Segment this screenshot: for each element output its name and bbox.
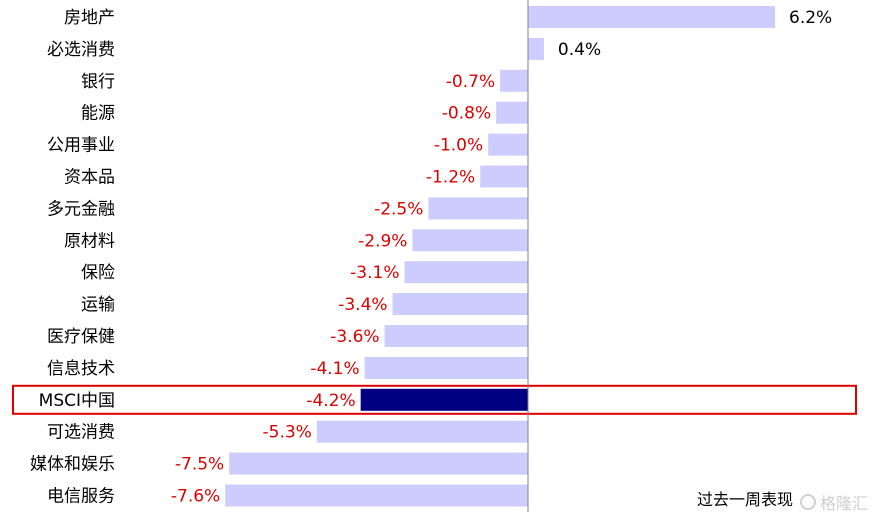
watermark-logo-icon bbox=[800, 494, 816, 510]
value-label: -3.1% bbox=[350, 263, 399, 283]
bar-4 bbox=[488, 133, 528, 156]
bar-2 bbox=[500, 69, 528, 92]
bar-7 bbox=[412, 229, 528, 252]
category-label: 电信服务 bbox=[47, 487, 115, 507]
chart-note: 过去一周表现 bbox=[697, 490, 794, 509]
category-label: 信息技术 bbox=[47, 359, 115, 379]
value-label: -3.6% bbox=[330, 327, 379, 347]
bar-15 bbox=[225, 484, 528, 507]
value-label: -0.7% bbox=[446, 72, 495, 92]
category-label: MSCI中国 bbox=[39, 391, 115, 411]
value-label: -5.3% bbox=[263, 423, 312, 443]
category-label: 运输 bbox=[81, 295, 115, 315]
value-label: -1.0% bbox=[434, 136, 483, 156]
bar-11 bbox=[364, 356, 528, 379]
bar-14 bbox=[229, 452, 529, 475]
category-label: 公用事业 bbox=[47, 136, 115, 156]
category-label: 资本品 bbox=[64, 168, 115, 188]
bar-10 bbox=[384, 325, 528, 347]
bar-6 bbox=[428, 197, 528, 220]
watermark-text: 格隆汇 bbox=[820, 494, 869, 513]
value-label: -1.2% bbox=[426, 168, 475, 188]
category-label: 必选消费 bbox=[47, 40, 115, 60]
bar-9 bbox=[392, 293, 528, 316]
value-label: -0.8% bbox=[442, 104, 491, 124]
value-label: 6.2% bbox=[789, 8, 832, 28]
bar-12 bbox=[360, 388, 528, 411]
bar-1 bbox=[528, 37, 544, 60]
value-label: -7.5% bbox=[175, 455, 224, 475]
highlight-box bbox=[12, 384, 857, 415]
value-label: -2.5% bbox=[374, 199, 423, 219]
bar-5 bbox=[480, 165, 528, 188]
value-label: 0.4% bbox=[558, 40, 601, 60]
value-label: -3.4% bbox=[338, 295, 387, 315]
bar-3 bbox=[496, 101, 528, 124]
bar-13 bbox=[316, 420, 528, 443]
value-label: -4.2% bbox=[306, 391, 355, 411]
value-label: -7.6% bbox=[171, 487, 220, 507]
category-label: 医疗保健 bbox=[47, 327, 115, 347]
bar-0 bbox=[528, 6, 775, 28]
category-label: 媒体和娱乐 bbox=[30, 455, 115, 475]
category-label: 多元金融 bbox=[47, 199, 115, 219]
category-label: 可选消费 bbox=[47, 423, 115, 443]
category-label: 能源 bbox=[81, 104, 115, 124]
category-label: 原材料 bbox=[64, 231, 115, 251]
bar-8 bbox=[404, 261, 528, 284]
category-label: 保险 bbox=[81, 263, 115, 283]
watermark: 格隆汇 bbox=[800, 490, 868, 514]
value-label: -4.1% bbox=[310, 359, 359, 379]
category-label: 房地产 bbox=[64, 8, 115, 28]
value-label: -2.9% bbox=[358, 231, 407, 251]
category-label: 银行 bbox=[81, 72, 115, 92]
